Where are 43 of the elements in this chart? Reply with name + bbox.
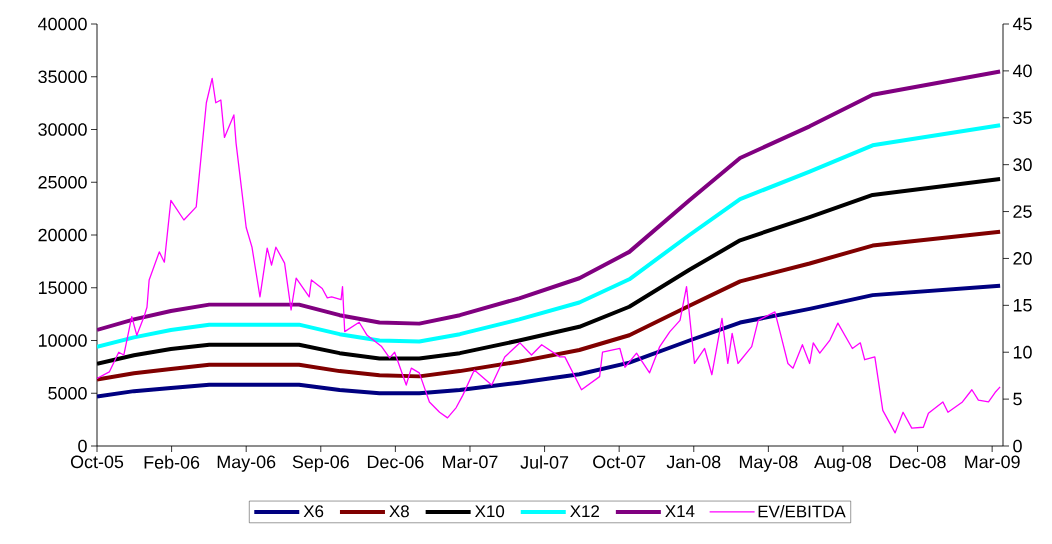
- x-tick-label: Mar-07: [443, 455, 498, 469]
- x-tick-label: Feb-06: [144, 455, 200, 469]
- legend-label: X6: [303, 505, 324, 518]
- line-series: [97, 283, 1003, 399]
- y2-tick-label: 20: [1013, 252, 1032, 265]
- line-series: [97, 123, 1003, 349]
- y2-tick-label: 40: [1012, 64, 1032, 78]
- x-tick-label: May-08: [739, 455, 798, 472]
- line-series: [97, 77, 1001, 434]
- legend-label: X10: [475, 505, 505, 518]
- legend-label: X12: [570, 505, 600, 518]
- x-tick-label: Dec-08: [890, 455, 946, 469]
- legend-label: X14: [665, 505, 695, 518]
- y2-tick-label: 30: [1013, 158, 1032, 172]
- y2-tick-label: 15: [1013, 299, 1032, 312]
- y-tick-label: 35000: [38, 70, 87, 84]
- legend-label: X8: [389, 505, 409, 518]
- y-tick-label: 10000: [38, 334, 87, 347]
- x-tick-label: Jul-07: [520, 455, 569, 469]
- line-series: [97, 69, 1003, 332]
- y2-tick-label: 0: [1013, 439, 1022, 453]
- y-tick-label: 20000: [38, 228, 87, 242]
- x-tick-label: May-06: [217, 455, 276, 472]
- x-tick-label: Oct-05: [70, 455, 124, 469]
- y-tick-label: 30000: [38, 123, 87, 136]
- y2-tick-label: 25: [1013, 205, 1032, 218]
- line-series: [97, 229, 1003, 382]
- x-tick-label: Oct-07: [593, 455, 646, 469]
- y-tick-label: 15000: [38, 281, 87, 295]
- x-tick-label: Dec-06: [367, 455, 424, 469]
- y-tick-label: 0: [78, 439, 87, 453]
- y2-tick-label: 35: [1013, 111, 1032, 125]
- legend-label: EV/EBITDA: [758, 505, 846, 518]
- y-tick-label: 25000: [38, 175, 87, 189]
- x-tick-label: Mar-09: [965, 455, 1020, 469]
- y-tick-label: 5000: [48, 386, 87, 400]
- x-tick-label: Aug-08: [814, 455, 872, 472]
- y2-tick-label: 5: [1013, 392, 1022, 406]
- x-tick-label: Sep-06: [292, 455, 349, 472]
- y2-tick-label: 10: [1013, 345, 1032, 359]
- x-tick-label: Jan-08: [666, 455, 721, 469]
- y2-tick-label: 45: [1012, 17, 1032, 31]
- y-tick-label: 40000: [38, 17, 87, 31]
